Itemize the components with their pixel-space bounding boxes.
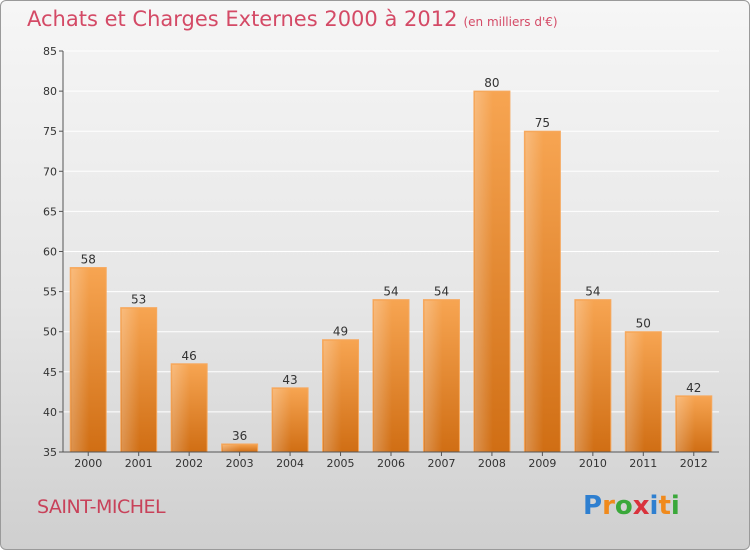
bar-highlight [424,300,443,452]
logo-letter: r [602,491,615,521]
data-label: 54 [434,285,449,299]
axes: 35 40 45 50 55 60 65 70 75 80 85 2000 2001 2002 2003 20… [43,45,719,470]
y-tick-label: 80 [43,85,57,98]
x-tick-label: 2012 [680,457,708,470]
logo-letter: o [614,491,633,521]
bar-highlight [525,132,544,452]
bars: 58 53 46 36 43 49 54 54 80 75 54 50 42 [69,76,713,453]
y-tick-label: 45 [43,366,57,379]
y-tick-label: 35 [43,446,57,459]
data-label: 80 [484,76,499,90]
x-tick-label: 2007 [427,457,455,470]
logo-letter: x [632,491,650,521]
bar-highlight [676,396,695,452]
y-tick-label: 65 [43,205,57,218]
data-label: 46 [182,349,197,363]
x-tick-label: 2010 [579,457,607,470]
bar-highlight [474,92,493,452]
chart-unit: (en milliers d'€) [463,15,558,29]
chart-title: Achats et Charges Externes 2000 à 2012 (e… [27,7,558,31]
logo-letter: i [670,491,680,521]
bar-highlight [374,300,392,452]
data-label: 54 [585,285,600,299]
data-label: 43 [282,373,297,387]
data-label: 54 [383,285,398,299]
bar-highlight [222,444,241,452]
bar-highlight [575,300,594,452]
bar-highlight [626,332,645,452]
data-label: 75 [535,116,550,130]
x-tick-label: 2000 [74,457,102,470]
x-tick-label: 2005 [327,457,355,470]
y-tick-label: 85 [43,45,57,58]
y-tick-label: 75 [43,125,57,138]
bar-highlight [121,308,140,452]
data-label: 58 [81,253,96,267]
logo-letter: t [658,491,671,521]
x-tick-label: 2003 [226,457,254,470]
x-tick-label: 2002 [175,457,203,470]
chart-title-text: Achats et Charges Externes 2000 à 2012 [27,7,458,31]
y-tick-label: 50 [43,326,57,339]
data-label: 53 [131,293,146,307]
x-tick-label: 2011 [629,457,657,470]
logo-letter: P [583,491,603,521]
place-name: SAINT-MICHEL [37,496,166,518]
x-tick-label: 2001 [125,457,153,470]
y-tick-label: 40 [43,406,57,419]
x-tick-label: 2006 [377,457,405,470]
x-tick-label: 2008 [478,457,506,470]
data-label: 49 [333,325,348,339]
y-tick-label: 55 [43,286,57,299]
data-label: 42 [686,381,701,395]
bar-highlight [323,340,342,452]
bar-highlight [172,364,191,452]
bar-highlight [71,268,90,452]
y-tick-label: 60 [43,246,57,259]
data-label: 50 [636,317,651,331]
y-tick-label: 70 [43,165,57,178]
logo-letter: i [649,491,659,521]
bar-highlight [273,388,292,452]
proxiti-logo: Proxiti [583,491,680,521]
x-tick-label: 2009 [528,457,556,470]
data-label: 36 [232,429,247,443]
x-tick-label: 2004 [276,457,304,470]
